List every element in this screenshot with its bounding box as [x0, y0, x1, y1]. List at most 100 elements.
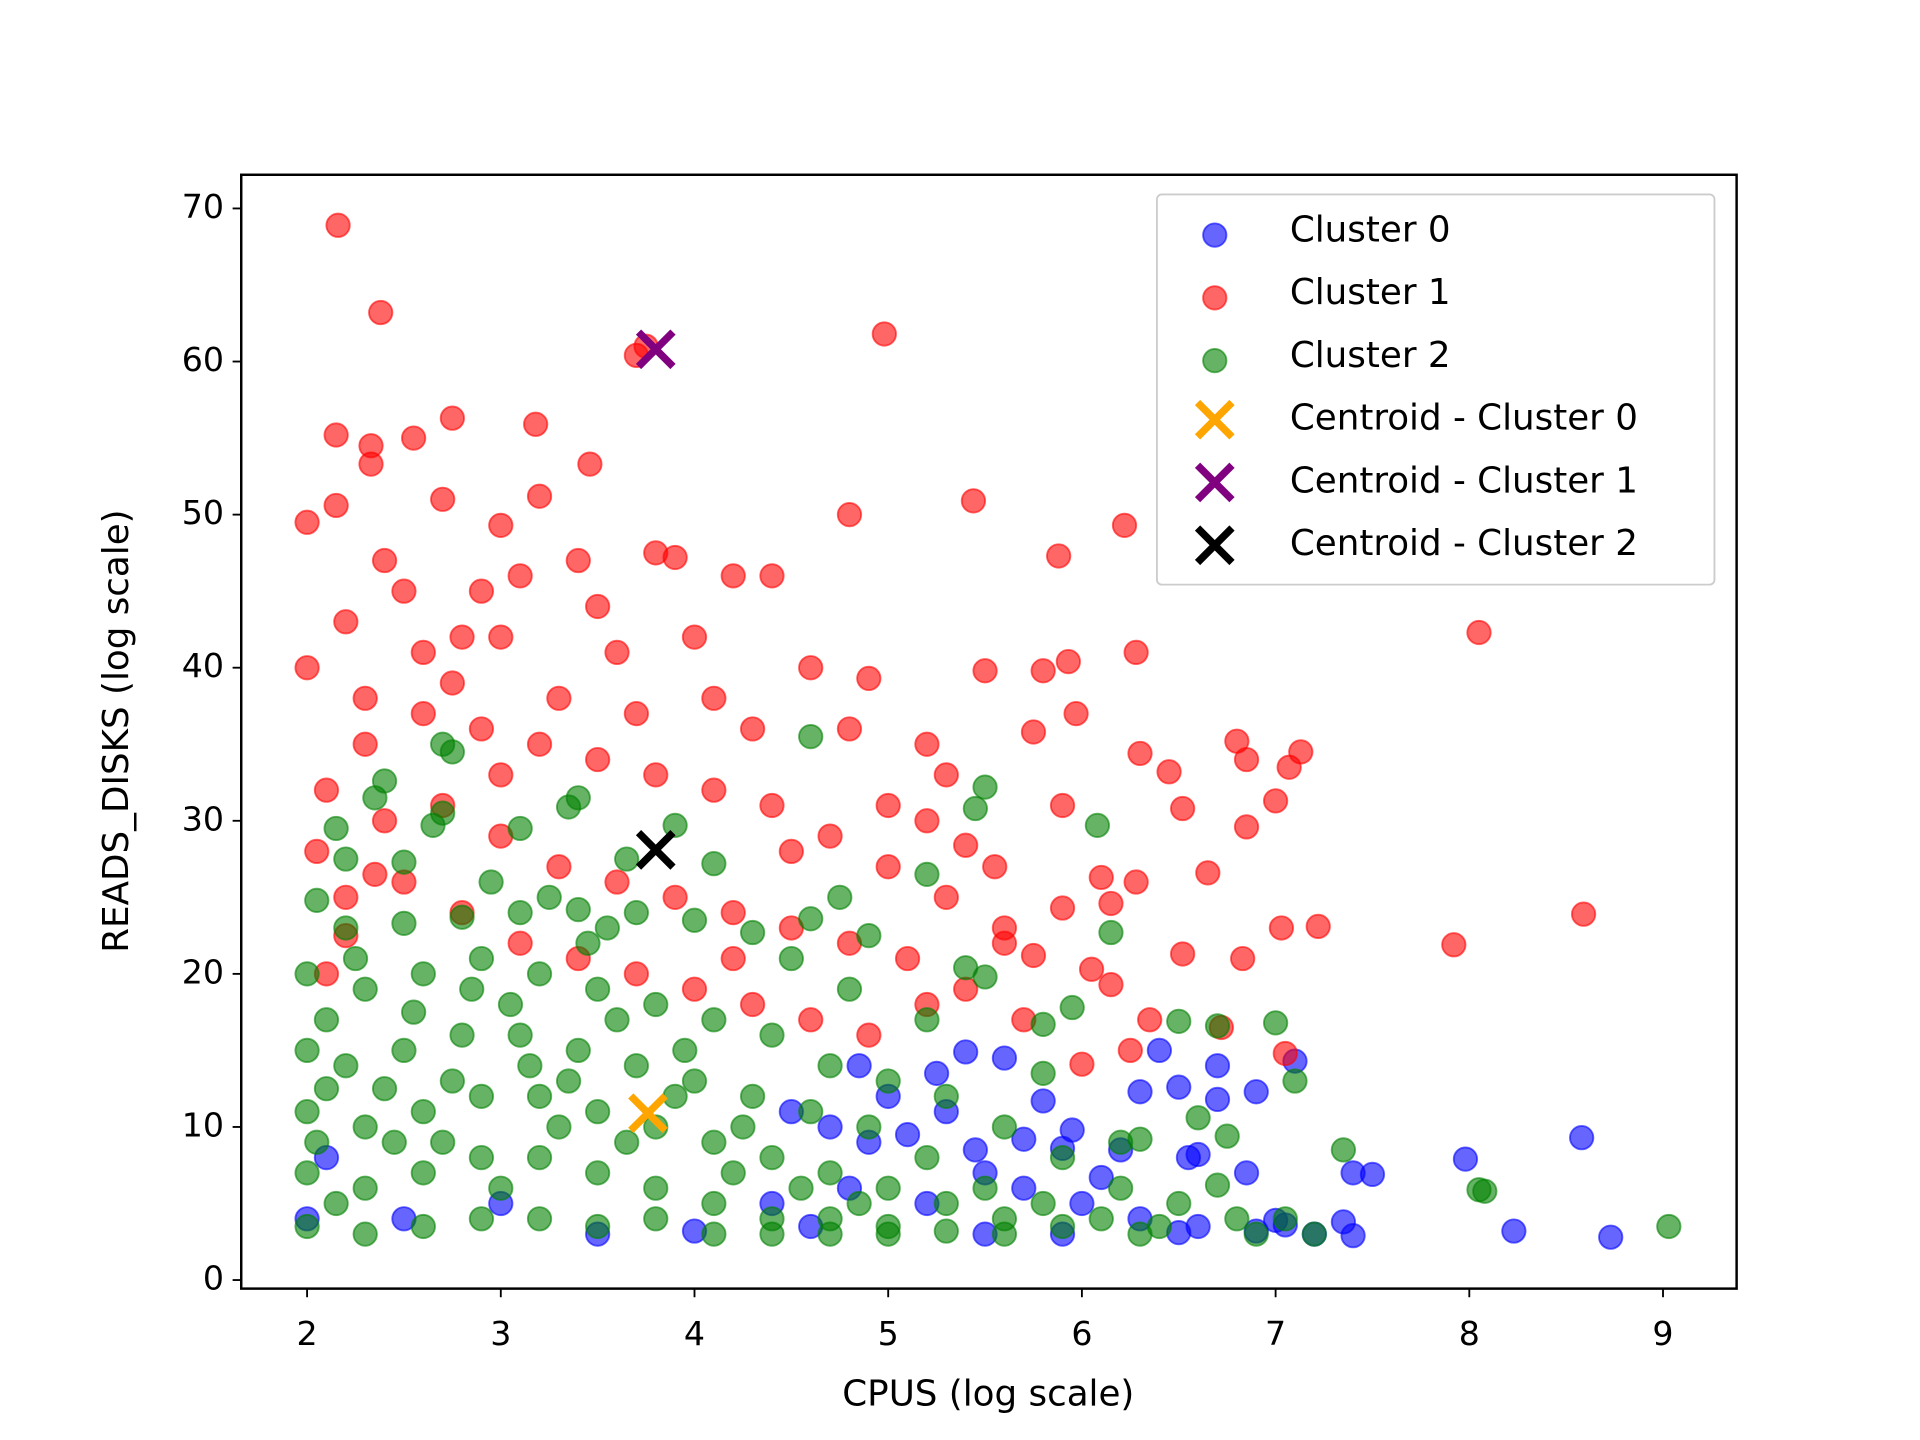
scatter-point	[1046, 543, 1072, 569]
scatter-point	[575, 930, 601, 956]
scatter-point	[739, 919, 766, 946]
scatter-point	[1268, 915, 1295, 941]
scatter-point	[294, 1099, 320, 1125]
legend-box	[1156, 193, 1716, 586]
scatter-point	[788, 1175, 814, 1201]
scatter-point	[313, 1007, 340, 1033]
scatter-point	[875, 1068, 901, 1094]
scatter-point	[1049, 895, 1076, 921]
scatter-point	[594, 915, 620, 941]
scatter-point	[352, 1175, 378, 1201]
scatter-point	[468, 1206, 495, 1232]
scatter-point	[991, 1221, 1018, 1247]
y-tick-label: 70	[182, 187, 224, 226]
scatter-point	[1049, 792, 1076, 819]
legend-marker	[1194, 462, 1235, 503]
scatter-point	[304, 887, 330, 914]
scatter-point	[391, 578, 417, 604]
legend-marker	[1194, 525, 1235, 566]
scatter-point	[960, 488, 987, 514]
scatter-point	[924, 1060, 950, 1086]
scatter-point	[856, 1114, 882, 1140]
scatter-point	[565, 547, 591, 574]
scatter-point	[846, 1053, 872, 1079]
scatter-point	[720, 900, 746, 926]
scatter-point	[362, 785, 388, 811]
scatter-point	[439, 1068, 465, 1094]
scatter-point	[577, 451, 603, 477]
scatter-point	[468, 716, 495, 742]
scatter-point	[1111, 512, 1138, 538]
scatter-point	[352, 976, 378, 1002]
scatter-point	[836, 976, 863, 1002]
centroid-marker	[635, 329, 676, 370]
scatter-point	[526, 731, 553, 757]
scatter-point	[672, 1037, 698, 1064]
y-tick-label: 0	[203, 1259, 224, 1298]
scatter-point	[410, 701, 436, 727]
legend-marker	[1194, 399, 1235, 440]
scatter-point	[1272, 1040, 1298, 1067]
scatter-point	[439, 670, 465, 696]
scatter-point	[836, 716, 863, 742]
scatter-point	[1166, 1190, 1192, 1217]
scatter-point	[623, 1053, 649, 1079]
scatter-point	[585, 976, 611, 1002]
scatter-point	[352, 1221, 378, 1247]
scatter-point	[304, 838, 330, 865]
scatter-point	[982, 854, 1008, 880]
scatter-point	[759, 1221, 785, 1247]
y-tick-label: 10	[182, 1105, 224, 1144]
scatter-point	[1195, 860, 1221, 886]
scatter-point	[798, 1007, 824, 1033]
scatter-point	[991, 930, 1018, 956]
scatter-point	[933, 1218, 959, 1244]
scatter-point	[1156, 759, 1182, 785]
scatter-point	[1123, 639, 1149, 666]
scatter-point	[1020, 719, 1047, 745]
scatter-point	[856, 1022, 882, 1048]
scatter-point	[1069, 1190, 1095, 1217]
scatter-point	[817, 823, 843, 849]
scatter-point	[1301, 1221, 1327, 1247]
scatter-point	[953, 1039, 979, 1065]
scatter-point	[325, 212, 351, 238]
y-tick-label: 20	[182, 952, 224, 991]
scatter-point	[1305, 913, 1331, 940]
scatter-point	[623, 961, 649, 987]
scatter-point	[798, 906, 824, 932]
scatter-point	[352, 1114, 378, 1140]
scatter-point	[585, 1213, 611, 1240]
x-tick-label: 5	[878, 1314, 899, 1353]
scatter-point	[759, 563, 785, 589]
scatter-point	[294, 655, 320, 681]
scatter-point	[1262, 788, 1289, 814]
scatter-point	[1233, 814, 1260, 840]
scatter-point	[701, 1221, 727, 1247]
scatter-point	[507, 930, 533, 956]
scatter-point	[546, 854, 572, 880]
scatter-point	[759, 792, 785, 819]
scatter-point	[1330, 1137, 1357, 1163]
scatter-point	[526, 1144, 553, 1171]
scatter-point	[555, 794, 582, 820]
scatter-point	[739, 716, 766, 742]
scatter-point	[962, 1137, 988, 1163]
scatter-point	[1069, 1051, 1095, 1077]
scatter-point	[614, 1129, 640, 1155]
scatter-point	[488, 624, 514, 650]
scatter-point	[643, 1206, 669, 1232]
scatter-point	[1204, 1086, 1231, 1113]
scatter-point	[894, 945, 921, 972]
scatter-point	[523, 411, 549, 437]
scatter-point	[1441, 932, 1467, 958]
scatter-point	[1084, 812, 1111, 838]
legend-label: Cluster 2	[1290, 335, 1451, 376]
scatter-point	[410, 961, 436, 987]
scatter-point	[410, 639, 436, 666]
scatter-point	[953, 955, 979, 981]
scatter-point	[1098, 971, 1124, 998]
scatter-point	[1233, 1160, 1260, 1186]
x-tick-label: 3	[490, 1314, 511, 1353]
